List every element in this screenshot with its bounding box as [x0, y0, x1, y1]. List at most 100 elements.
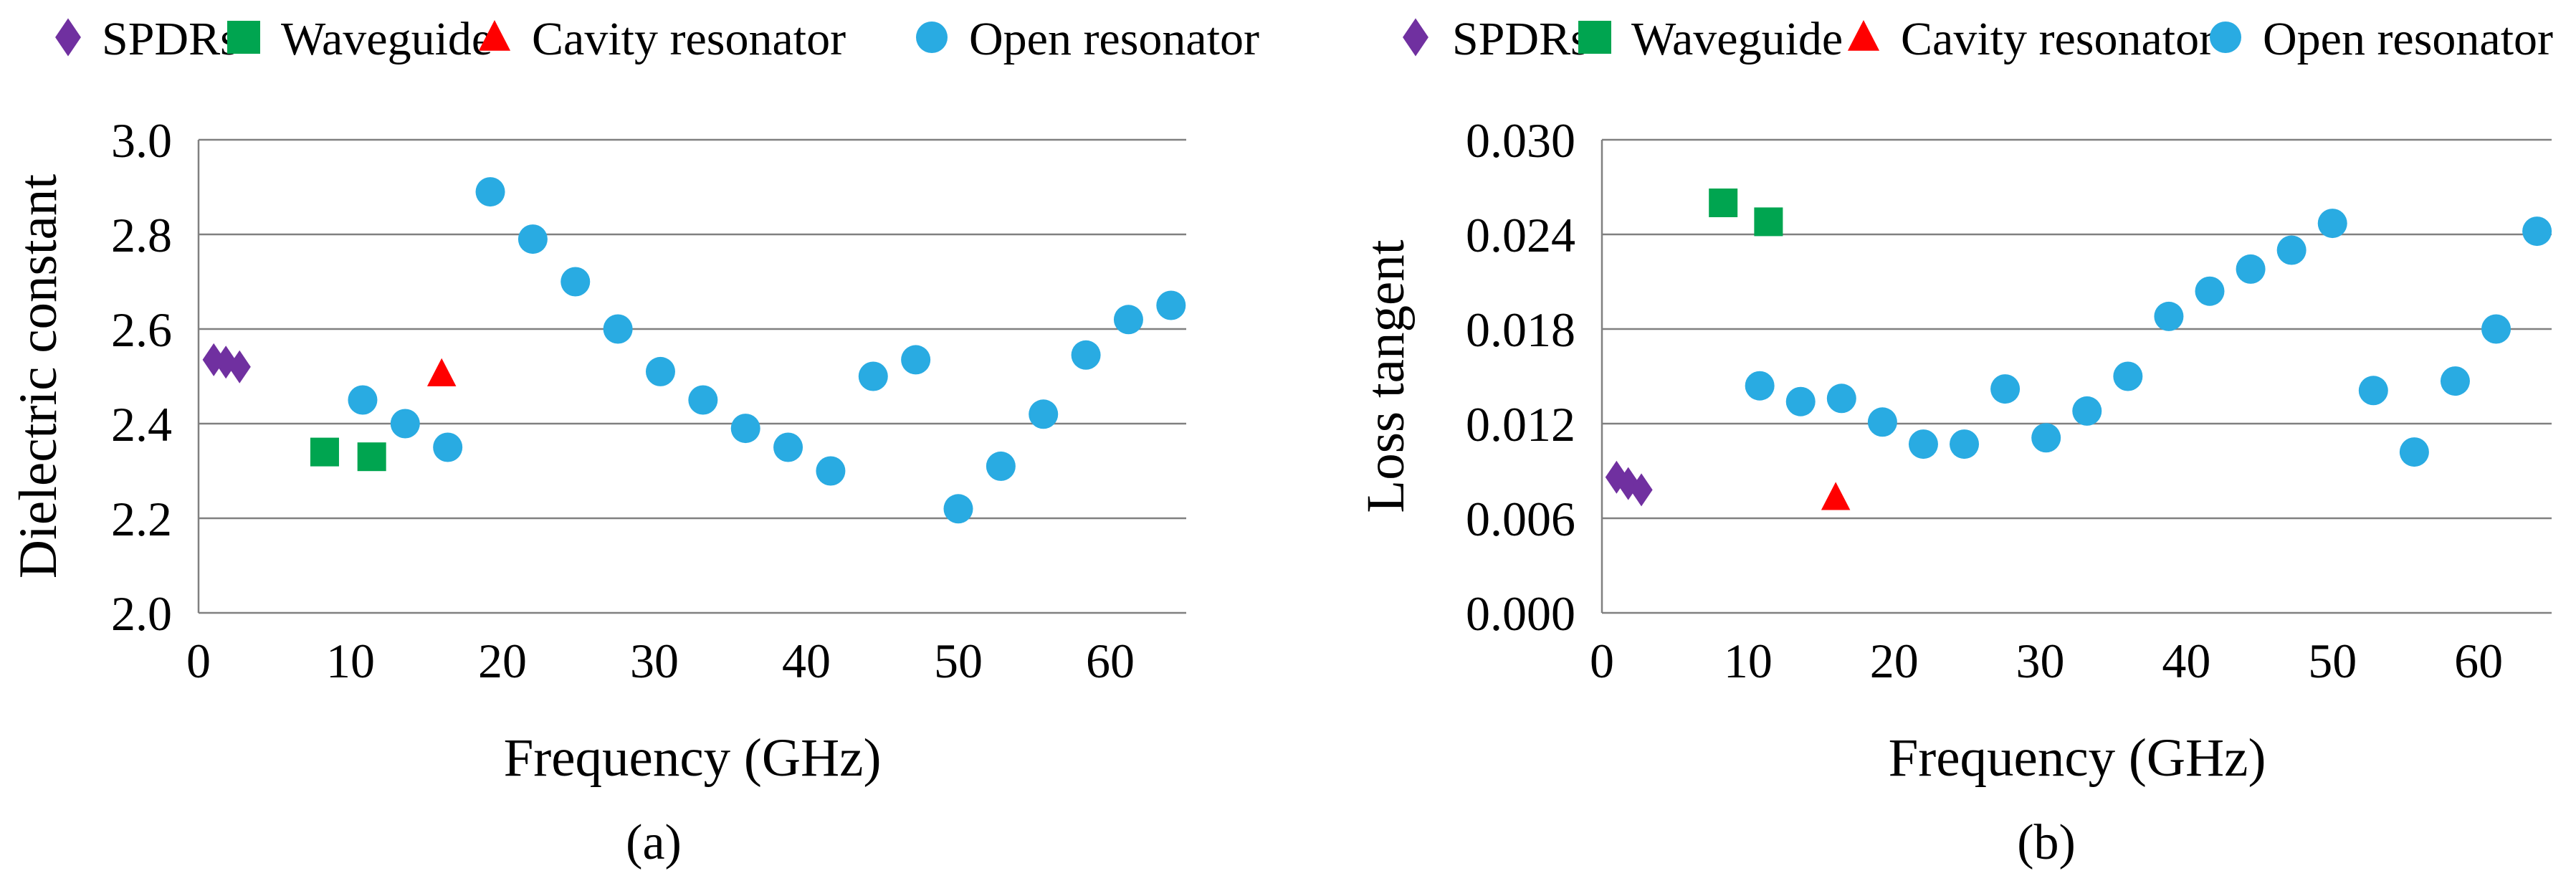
legend-label-open-resonator: Open resonator [969, 13, 1259, 65]
open-resonator-point [1826, 383, 1856, 414]
open-resonator-point [901, 345, 931, 375]
open-resonator-point [348, 385, 378, 415]
open-resonator-point [433, 432, 463, 462]
open-resonator-point [2317, 209, 2347, 239]
open-resonator-point [1785, 386, 1816, 416]
x-tick-label: 0 [186, 634, 211, 688]
cavity-resonator-legend-marker-triangle-icon [1847, 20, 1880, 51]
y-tick-label: 2.2 [111, 492, 172, 546]
chart-b-x-axis-title: Frequency (GHz) [1889, 728, 2266, 788]
y-tick-label: 2.0 [111, 586, 172, 641]
spdrs-point [228, 350, 251, 383]
open-resonator-point [730, 414, 760, 444]
legend-label-cavity-resonator: Cavity resonator [532, 13, 846, 65]
x-tick-label: 40 [782, 634, 831, 688]
chart-a-x-axis-title: Frequency (GHz) [504, 728, 882, 788]
open-resonator-point [645, 356, 675, 386]
cavity-resonator-point [1821, 482, 1851, 510]
x-tick-label: 60 [1086, 634, 1135, 688]
waveguide-point [310, 437, 339, 467]
open-resonator-point [2440, 366, 2470, 396]
chart-b-plot: 0.030 0.024 0.018 0.012 0.006 0.000 0 10 20 30 40 5… [1403, 13, 2553, 688]
open-resonator-point [2481, 314, 2511, 344]
x-tick-label: 60 [2454, 634, 2503, 688]
y-tick-label: 2.8 [111, 208, 172, 262]
open-resonator-point [2113, 361, 2143, 391]
open-resonator-point [603, 314, 633, 344]
x-tick-label: 40 [2162, 634, 2210, 688]
open-resonator-point [1867, 407, 1897, 437]
y-tick-label: 0.030 [1466, 113, 1575, 168]
legend-label-spdrs: SPDRs [102, 13, 239, 65]
waveguide-point [1709, 189, 1738, 217]
open-resonator-point [2072, 396, 2102, 426]
open-resonator-point [2358, 376, 2388, 406]
y-tick-label: 2.6 [111, 302, 172, 357]
open-resonator-legend-marker-circle-icon [916, 22, 948, 53]
spdrs-legend-marker-diamond-icon [55, 18, 81, 57]
x-tick-label: 10 [1724, 634, 1773, 688]
open-resonator-point [1745, 371, 1775, 401]
open-resonator-legend-marker-circle-icon [2210, 22, 2241, 53]
chart-b: 0.030 0.024 0.018 0.012 0.006 0.000 0 10 20 30 40 5… [1356, 13, 2553, 870]
open-resonator-point [2236, 254, 2266, 284]
open-resonator-point [2522, 216, 2552, 247]
open-resonator-point [1029, 399, 1059, 429]
open-resonator-point [2399, 437, 2429, 467]
chart-b-caption: (b) [2017, 815, 2076, 870]
cavity-resonator-legend-marker-triangle-icon [478, 20, 511, 51]
legend-label-open-resonator: Open resonator [2263, 13, 2553, 65]
x-tick-label: 20 [1870, 634, 1919, 688]
open-resonator-point [773, 432, 803, 462]
cavity-resonator-point [426, 358, 457, 386]
legend-label-spdrs: SPDRs [1452, 13, 1589, 65]
open-resonator-point [1071, 340, 1101, 370]
x-tick-label: 30 [630, 634, 679, 688]
waveguide-point [1754, 207, 1783, 237]
open-resonator-point [560, 267, 591, 297]
x-tick-label: 10 [326, 634, 375, 688]
legend-label-cavity-resonator: Cavity resonator [1901, 13, 2215, 65]
open-resonator-point [858, 361, 888, 391]
open-resonator-point [816, 456, 846, 486]
chart-b-y-axis-title: Loss tangent [1356, 239, 1416, 513]
waveguide-legend-marker-square-icon [227, 21, 260, 54]
open-resonator-point [2154, 301, 2184, 331]
open-resonator-point [1908, 429, 1938, 459]
open-resonator-point [2195, 276, 2225, 306]
x-tick-label: 50 [934, 634, 983, 688]
y-tick-label: 3.0 [111, 113, 172, 168]
chart-a: 3.0 2.8 2.6 2.4 2.2 2.0 0 10 20 30 40 50 60 SPDRs Wave… [9, 13, 1259, 870]
y-tick-label: 2.4 [111, 397, 172, 452]
open-resonator-point [1990, 374, 2021, 404]
spdrs-point [1630, 473, 1653, 507]
legend-label-waveguide: Waveguide [281, 13, 492, 65]
spdrs-legend-marker-diamond-icon [1403, 18, 1428, 57]
chart-a-caption: (a) [626, 815, 682, 870]
open-resonator-point [1113, 305, 1143, 335]
open-resonator-point [1950, 429, 1980, 459]
open-resonator-point [390, 409, 420, 439]
open-resonator-point [517, 224, 548, 254]
open-resonator-point [2031, 423, 2061, 453]
x-tick-label: 0 [1590, 634, 1614, 688]
spdrs-point [214, 346, 237, 379]
x-tick-label: 30 [2016, 634, 2065, 688]
legend-label-waveguide: Waveguide [1631, 13, 1843, 65]
open-resonator-point [986, 451, 1016, 481]
open-resonator-point [1156, 290, 1186, 320]
waveguide-legend-marker-square-icon [1578, 21, 1611, 54]
open-resonator-point [943, 494, 973, 524]
spdrs-point [202, 343, 225, 376]
open-resonator-point [2276, 235, 2307, 265]
open-resonator-point [688, 385, 718, 415]
chart-a-y-axis-title: Dielectric constant [9, 174, 68, 578]
x-tick-label: 20 [478, 634, 527, 688]
y-tick-label: 0.000 [1466, 586, 1575, 641]
y-tick-label: 0.024 [1466, 208, 1575, 262]
open-resonator-point [475, 177, 505, 207]
chart-a-plot: 3.0 2.8 2.6 2.4 2.2 2.0 0 10 20 30 40 50 60 SPDRs Wave… [55, 13, 1259, 688]
